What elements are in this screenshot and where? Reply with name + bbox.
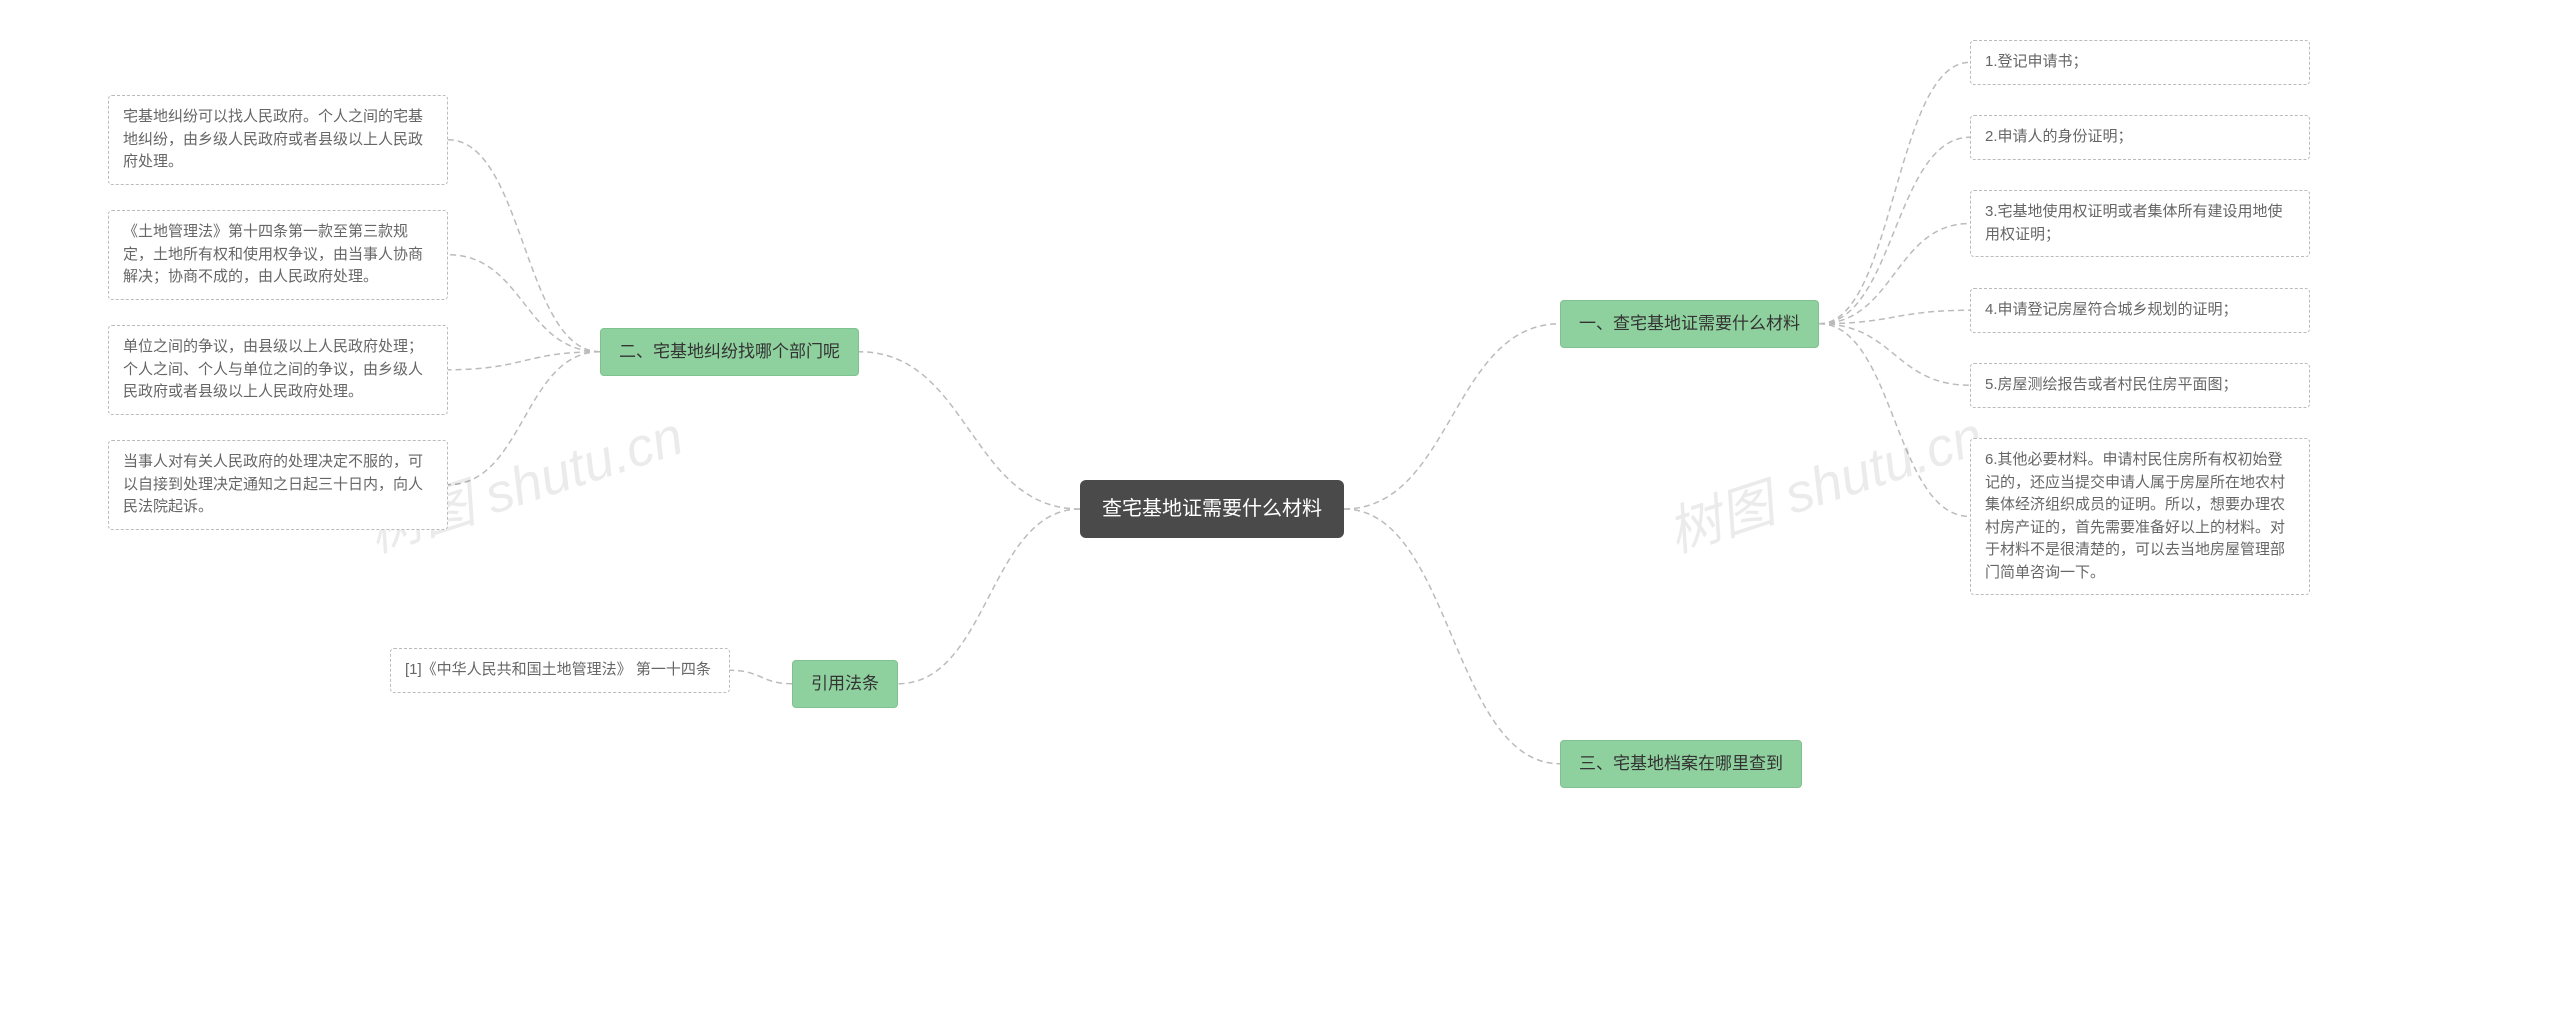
branch-l1: 二、宅基地纠纷找哪个部门呢 xyxy=(600,328,859,376)
branch-r1: 一、查宅基地证需要什么材料 xyxy=(1560,300,1819,348)
watermark-2: 树图 shutu.cn xyxy=(1656,391,1992,567)
leaf-r1-5: 5.房屋测绘报告或者村民住房平面图； xyxy=(1970,363,2310,408)
leaf-l1-2: 《土地管理法》第十四条第一款至第三款规定，土地所有权和使用权争议，由当事人协商解… xyxy=(108,210,448,300)
root-node: 查宅基地证需要什么材料 xyxy=(1080,480,1344,538)
leaf-r1-2: 2.申请人的身份证明； xyxy=(1970,115,2310,160)
leaf-l1-4: 当事人对有关人民政府的处理决定不服的，可以自接到处理决定通知之日起三十日内，向人… xyxy=(108,440,448,530)
leaf-r1-3: 3.宅基地使用权证明或者集体所有建设用地使用权证明； xyxy=(1970,190,2310,257)
leaf-r1-1: 1.登记申请书； xyxy=(1970,40,2310,85)
leaf-l1-3: 单位之间的争议，由县级以上人民政府处理；个人之间、个人与单位之间的争议，由乡级人… xyxy=(108,325,448,415)
leaf-r1-6: 6.其他必要材料。申请村民住房所有权初始登记的，还应当提交申请人属于房屋所在地农… xyxy=(1970,438,2310,595)
branch-l2: 引用法条 xyxy=(792,660,898,708)
leaf-l2-1: [1]《中华人民共和国土地管理法》 第一十四条 xyxy=(390,648,730,693)
branch-r2: 三、宅基地档案在哪里查到 xyxy=(1560,740,1802,788)
leaf-l1-1: 宅基地纠纷可以找人民政府。个人之间的宅基地纠纷，由乡级人民政府或者县级以上人民政… xyxy=(108,95,448,185)
leaf-r1-4: 4.申请登记房屋符合城乡规划的证明； xyxy=(1970,288,2310,333)
